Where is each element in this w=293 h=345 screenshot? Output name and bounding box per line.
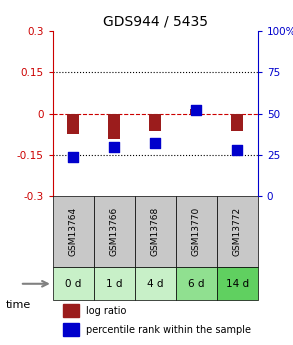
FancyBboxPatch shape [94,267,135,300]
Point [235,147,240,153]
Bar [190,109,202,114]
Text: 4 d: 4 d [147,279,163,289]
Bar [67,114,79,134]
Bar [149,114,161,131]
Text: GSM13770: GSM13770 [192,207,201,256]
Bar [63,304,79,317]
Text: 14 d: 14 d [226,279,249,289]
FancyBboxPatch shape [53,196,94,267]
Text: percentile rank within the sample: percentile rank within the sample [86,325,251,335]
Bar [108,114,120,139]
Point [112,144,117,149]
Bar [63,323,79,336]
FancyBboxPatch shape [217,196,258,267]
Point [153,141,158,146]
FancyBboxPatch shape [94,196,135,267]
Title: GDS944 / 5435: GDS944 / 5435 [103,14,208,29]
FancyBboxPatch shape [53,267,94,300]
Text: GSM13768: GSM13768 [151,207,160,256]
Text: 1 d: 1 d [106,279,122,289]
Text: GSM13764: GSM13764 [69,207,78,256]
FancyBboxPatch shape [135,267,176,300]
Point [71,154,76,159]
Text: 6 d: 6 d [188,279,205,289]
Text: 0 d: 0 d [65,279,81,289]
Point [194,108,199,113]
FancyBboxPatch shape [135,196,176,267]
FancyBboxPatch shape [217,267,258,300]
Text: GSM13772: GSM13772 [233,207,242,256]
Text: log ratio: log ratio [86,306,126,316]
Bar [231,114,243,131]
Text: time: time [6,300,31,310]
Text: GSM13766: GSM13766 [110,207,119,256]
FancyBboxPatch shape [176,267,217,300]
FancyBboxPatch shape [176,196,217,267]
